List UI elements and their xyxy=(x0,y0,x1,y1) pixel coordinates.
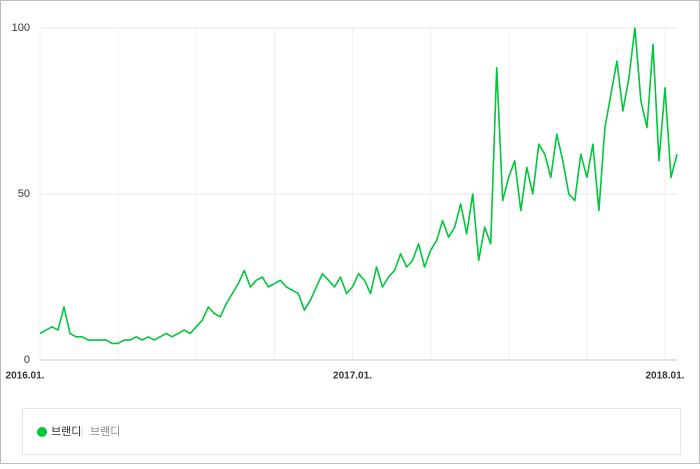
y-tick-label: 0 xyxy=(24,354,30,366)
legend-marker xyxy=(37,427,47,437)
legend-keyword: 브랜디 xyxy=(90,425,120,438)
plot-area: 0 50 100 2016.01. 2017.01. 2018.01. xyxy=(6,22,685,382)
y-tick-label: 100 xyxy=(12,22,30,34)
x-tick-label: 2018.01. xyxy=(646,371,685,382)
x-tick-label: 2017.01. xyxy=(333,371,372,382)
data-line xyxy=(39,27,678,345)
legend-label[interactable]: 브랜디 xyxy=(51,425,81,438)
y-tick-label: 50 xyxy=(18,188,30,200)
x-tick-label: 2016.01. xyxy=(6,371,45,382)
legend-box xyxy=(22,408,681,455)
